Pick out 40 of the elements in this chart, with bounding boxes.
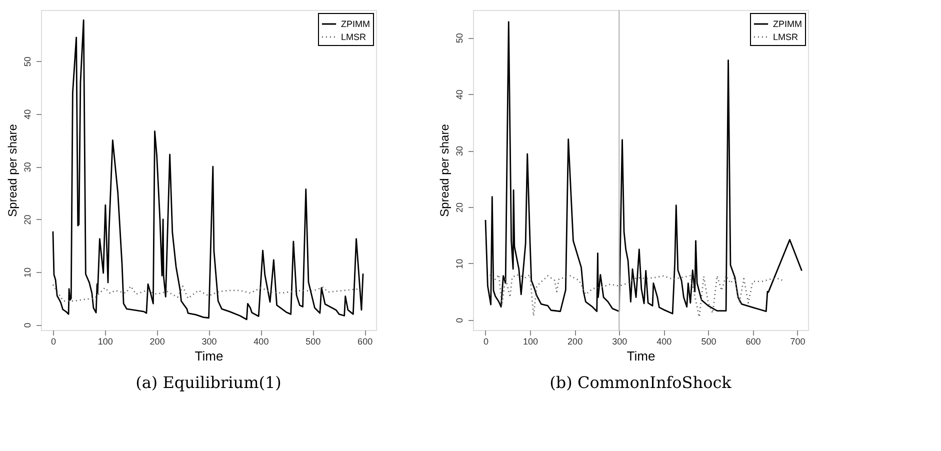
x-tick-label: 700 xyxy=(790,336,806,346)
x-tick-label: 500 xyxy=(701,336,716,346)
x-tick-label: 400 xyxy=(254,336,269,346)
x-tick-label: 300 xyxy=(202,336,217,346)
x-tick-label: 200 xyxy=(568,336,583,346)
x-tick-label: 400 xyxy=(656,336,672,346)
line-series xyxy=(484,21,802,314)
text: (b) CommonInfoShock xyxy=(550,373,732,392)
y-tick-label: 50 xyxy=(22,56,32,67)
legend-label: LMSR xyxy=(341,32,367,42)
legend-label: ZPIMM xyxy=(773,19,802,29)
x-tick-label: 200 xyxy=(150,336,165,346)
x-tick-label: 600 xyxy=(746,336,761,346)
x-axis-title: Time xyxy=(626,348,656,364)
x-tick-label: 500 xyxy=(306,336,321,346)
y-tick-label: 0 xyxy=(454,318,464,323)
x-tick-label: 0 xyxy=(50,336,56,346)
legend-label: LMSR xyxy=(773,32,799,42)
x-tick-label: 100 xyxy=(523,336,538,346)
line-series xyxy=(489,274,785,318)
x-tick-label: 300 xyxy=(612,336,628,346)
y-tick-label: 50 xyxy=(454,33,464,44)
y-tick-label: 40 xyxy=(454,90,464,100)
y-tick-label: 0 xyxy=(22,322,32,328)
x-tick-label: 0 xyxy=(483,336,488,346)
y-tick-label: 30 xyxy=(22,162,32,172)
y-axis-title: Spread per share xyxy=(438,124,452,217)
y-tick-label: 10 xyxy=(454,258,464,269)
x-tick-label: 100 xyxy=(98,336,113,346)
x-axis-title: Time xyxy=(194,348,224,364)
y-tick-label: 20 xyxy=(22,214,32,225)
text: (a) Equilibrium(1) xyxy=(136,373,282,392)
y-tick-label: 10 xyxy=(22,268,32,278)
y-tick-label: 40 xyxy=(22,109,32,120)
x-tick-label: 600 xyxy=(358,336,373,346)
y-tick-label: 30 xyxy=(454,146,464,156)
y-tick-label: 20 xyxy=(454,202,464,212)
line-series xyxy=(52,284,360,302)
legend-label: ZPIMM xyxy=(341,19,370,29)
y-axis-title: Spread per share xyxy=(6,124,20,217)
